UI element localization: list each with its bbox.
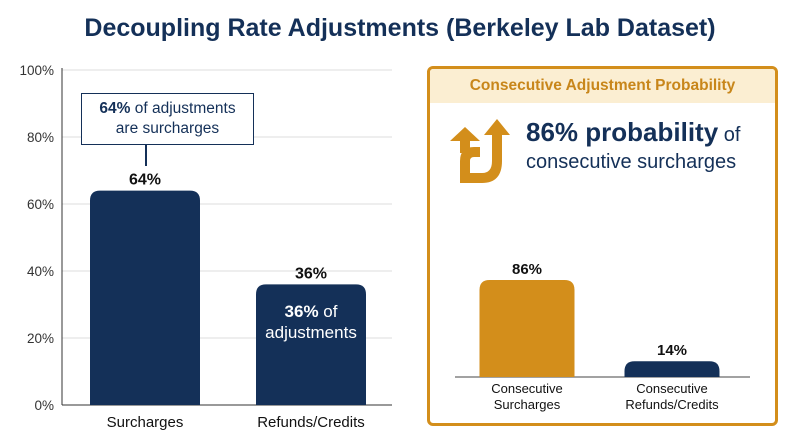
callout-connector [145, 145, 147, 166]
consecutive-adjustment-chart: 86% Consecutive Surcharges 14% Consecutive Re… [455, 261, 750, 412]
callout-strong: 64% [99, 100, 131, 117]
probability-statement: 86% probability of consecutive surcharge… [526, 117, 775, 176]
bar [256, 284, 366, 405]
bar [624, 361, 720, 377]
x-tick-label: Consecutive Refunds/Credits [625, 381, 719, 412]
inbar-line-1: 36% of [256, 301, 366, 322]
bar-value-label: 86% [512, 261, 542, 278]
bar-value-label: 36% [295, 265, 327, 282]
y-tick-label: 20% [27, 331, 54, 346]
probability-line-2: consecutive surcharges [526, 151, 737, 173]
x-tick-label: Refunds/Credits [257, 414, 365, 431]
x-tick-label: Consecutive Surcharges [491, 381, 563, 412]
x-tick-label: Surcharges [107, 414, 184, 431]
y-tick-label: 0% [34, 398, 54, 413]
callout-line-2: are surcharges [115, 120, 220, 137]
bar [90, 190, 200, 405]
probability-strong: 86% probability [526, 117, 719, 147]
up-arrows-icon [450, 119, 510, 183]
panel-header: Consecutive Adjustment Probability [430, 69, 775, 103]
y-tick-label: 100% [19, 63, 54, 78]
callout-line-1: 64% of adjustments [82, 99, 253, 119]
bar-value-label: 64% [129, 172, 161, 189]
probability-line-1: 86% probability of [526, 117, 775, 149]
surcharge-share-chart: 0% 20% 40% 60% 80% 100% 64% Surcharges 36% Refund… [19, 63, 392, 431]
inbar-line-2: adjustments [265, 323, 357, 342]
page-title: Decoupling Rate Adjustments (Berkeley La… [84, 14, 716, 42]
y-tick-label: 40% [27, 264, 54, 279]
inbar-strong: 36% [284, 302, 319, 321]
surcharge-callout: 64% of adjustments are surcharges [81, 93, 254, 145]
y-tick-label: 80% [27, 130, 54, 145]
bar [479, 280, 575, 377]
y-tick-label: 60% [27, 197, 54, 212]
consecutive-probability-panel: Consecutive Adjustment Probability 86% p… [427, 66, 778, 426]
bar-value-label: 14% [657, 342, 687, 359]
refunds-inbar-label: 36% of adjustments [256, 301, 366, 343]
inbar-rest: of [318, 302, 338, 321]
probability-rest: of [718, 124, 741, 146]
callout-rest: of adjustments [130, 100, 236, 117]
